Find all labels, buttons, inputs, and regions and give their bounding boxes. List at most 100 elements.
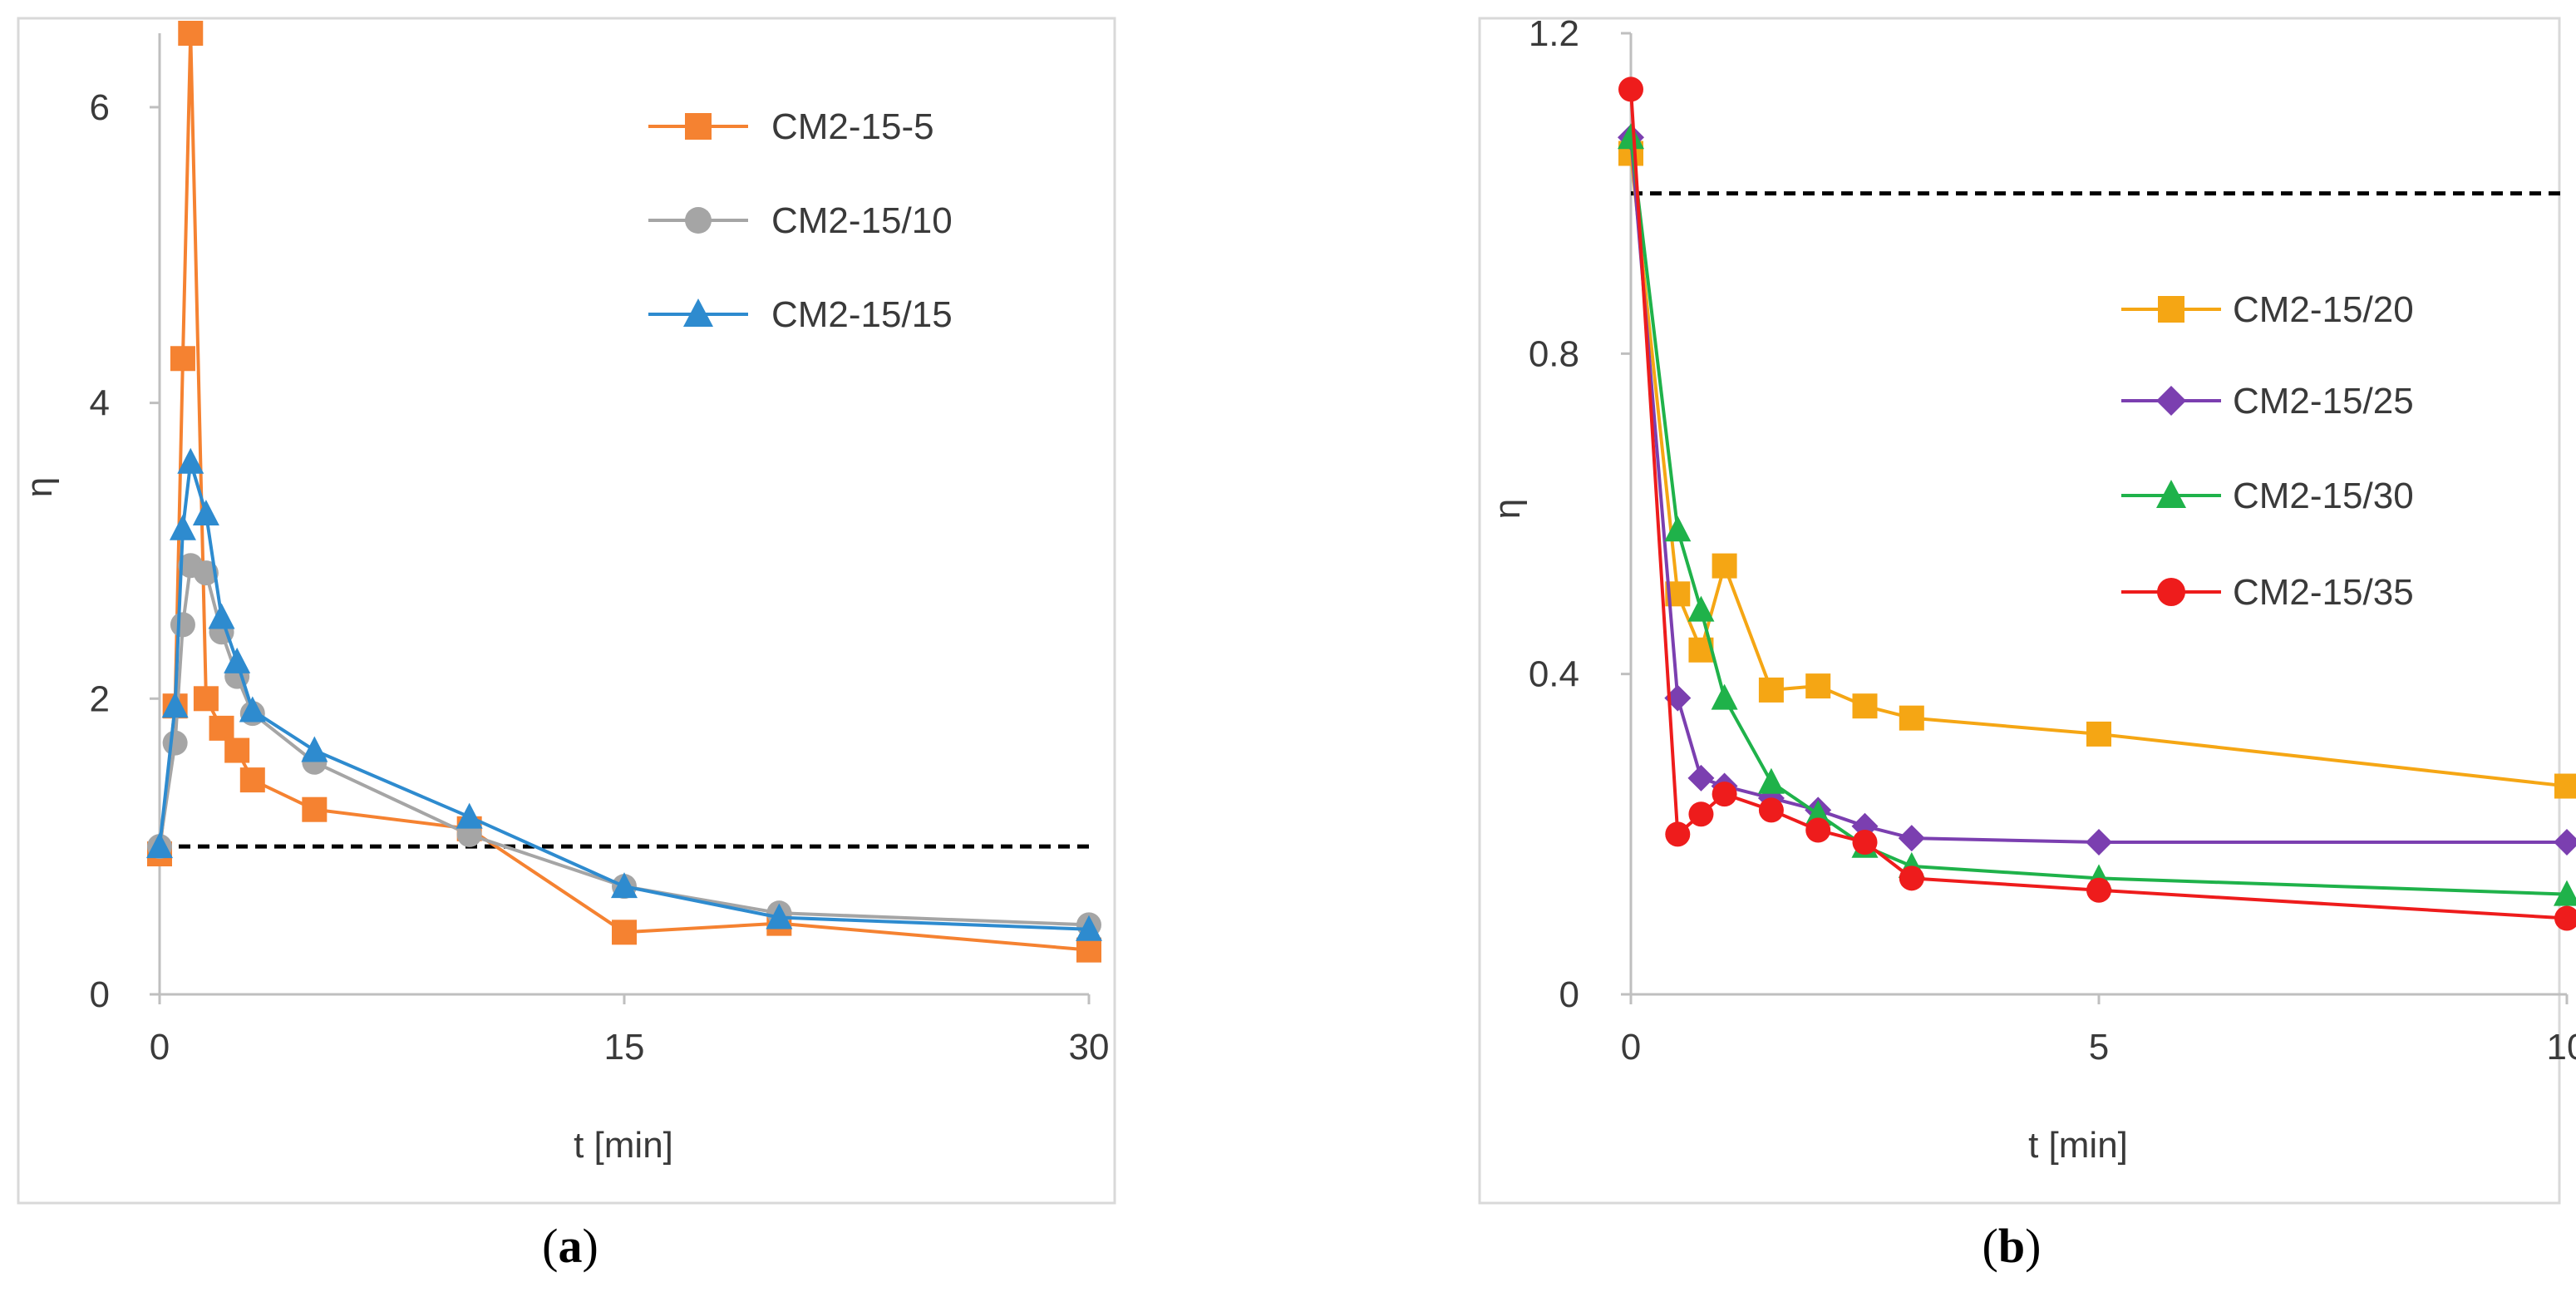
panel-a-series-2-point (193, 560, 219, 586)
panel-a-series-1-point (170, 346, 195, 372)
panel-a-series-3-point (1076, 915, 1102, 941)
legend-a-marker-2 (685, 207, 712, 234)
legend-a-marker-3 (683, 298, 713, 327)
panel-b-series-4-point (1618, 76, 1643, 102)
panel-a-series-1-point (302, 796, 328, 822)
panel-a-series-3-point (456, 802, 483, 829)
panel-a-series-1-point (224, 737, 250, 763)
panel-b-series-4-point (2086, 877, 2111, 903)
legend-b-label-3: CM2-15/30 (2233, 476, 2414, 516)
panel-b-caption-open: ( (1982, 1219, 1998, 1273)
panel-a-x-tick-label: 15 (604, 1027, 645, 1068)
panel-b-series-1-point (1899, 705, 1924, 731)
panel-a-series-3-point (611, 872, 638, 899)
panel-a-series-3-point (239, 696, 266, 722)
panel-b-x-tick-label: 10 (2547, 1027, 2576, 1068)
panel-b-series-4-point (1852, 829, 1878, 855)
legend-a-marker-1 (685, 113, 712, 140)
legend-a-label-2: CM2-15/10 (771, 200, 953, 241)
panel-b-x-tick-label: 0 (1621, 1027, 1641, 1068)
panel-b-series-1-point (2086, 721, 2111, 747)
legend-b-marker-2 (2156, 386, 2186, 416)
panel-b-series-4-point (2554, 905, 2576, 931)
panel-a-legend: CM2-15-5 CM2-15/10 CM2-15/15 (648, 106, 953, 335)
panel-a-series-2-point (162, 730, 188, 756)
panel-a-series-3-point (192, 500, 219, 525)
panel-b-series-4-point (1758, 797, 1784, 823)
panel-b-series-1-point (1805, 673, 1831, 699)
panel-b-series-4 (1618, 76, 2576, 931)
panel-b-series-3-point (1687, 595, 1715, 622)
panel-a-series-1-point (1076, 937, 1101, 963)
panel-b-series-1-point (1712, 553, 1737, 579)
panel-b-series-4-line (1629, 89, 2568, 920)
panel-a-y-tick-label: 4 (90, 383, 110, 424)
panel-a-series-3-point (766, 903, 793, 930)
legend-b-label-2: CM2-15/25 (2233, 381, 2414, 422)
panel-b-series-3-line (1629, 136, 2568, 896)
panel-a-series-3-point (177, 447, 204, 474)
legend-b-marker-3 (2156, 480, 2186, 508)
panel-b-x-axis-title: t [min] (2028, 1125, 2128, 1166)
panel-b-legend: CM2-15/20 CM2-15/25 CM2-15/30 CM2-15/35 (2121, 289, 2414, 613)
panel-b-plot-area: 0 0.4 0.8 1.2 0 5 10 (1529, 13, 2576, 1068)
panel-a-series-3 (146, 447, 1102, 941)
panel-b-border (1478, 17, 2561, 1205)
panel-b-series-2-point (2554, 828, 2576, 856)
panel-b-series-1-point (1852, 693, 1878, 719)
panel-b-series-3-point (2554, 880, 2576, 906)
panel-b-series-3-point (1757, 767, 1785, 794)
panel-b-series-2-point (2086, 828, 2112, 856)
panel-b-series-4-point (1712, 782, 1737, 807)
panel-a-series-1-point (209, 715, 234, 741)
panel-b-y-axis-title: η (1487, 499, 1528, 519)
panel-b-series-1-point (2554, 773, 2576, 799)
panel-a-y-axis-title: η (19, 477, 60, 497)
panel-b-caption-letter: b (1998, 1219, 2025, 1273)
panel-a-border (17, 17, 1116, 1205)
panel-a-caption-letter: a (559, 1219, 583, 1273)
panel-b-series-1-point (1758, 677, 1784, 703)
panel-a-series-3-point (161, 692, 189, 718)
panel-b-y-tick-label: 1.2 (1529, 13, 1579, 54)
panel-a-series-3-point (224, 647, 251, 673)
panel-a-x-tick-label: 30 (1069, 1027, 1110, 1068)
panel-b-series-2-point (1898, 825, 1925, 852)
panel-b-caption-close: ) (2025, 1219, 2041, 1273)
panel-b-series-3-point (1664, 515, 1692, 542)
panel-a-plot-area: 0 2 4 6 0 15 30 (90, 21, 1110, 1068)
panel-b-series-4-point (1665, 821, 1691, 847)
panel-b-x-tick-label: 5 (2089, 1027, 2109, 1068)
panel-b-series-1-line (1629, 153, 2568, 788)
panel-a-series-2-point (170, 612, 195, 638)
panel-a-series-3-point (146, 832, 173, 859)
panel-a-series-1-point (193, 686, 219, 712)
panel-b-series-3-point (1618, 123, 1644, 150)
panel-a-caption-open: ( (542, 1219, 558, 1273)
panel-a-series-1-point (239, 767, 265, 793)
legend-b-label-1: CM2-15/20 (2233, 289, 2414, 330)
panel-b-series-4-point (1899, 865, 1924, 891)
panel-a-series-3-point (169, 514, 196, 540)
panel-a-series-1-point (612, 920, 637, 945)
panel-a-series-3-point (208, 603, 235, 629)
panel-a-y-tick-label: 6 (90, 87, 110, 128)
panel-a-y-tick-label: 2 (90, 678, 110, 719)
panel-a-y-tick-label: 0 (90, 974, 110, 1015)
legend-a-label-1: CM2-15-5 (771, 106, 934, 147)
panel-a-x-tick-label: 0 (150, 1027, 170, 1068)
panel-a-x-axis-title: t [min] (574, 1125, 673, 1166)
panel-a-caption: (a) (542, 1219, 598, 1273)
panel-b-series-3-point (1711, 683, 1738, 710)
panel-b-series-4-point (1688, 801, 1714, 827)
panel-a-caption-close: ) (583, 1219, 598, 1273)
legend-b-marker-1 (2158, 296, 2184, 323)
panel-b-y-tick-label: 0.8 (1529, 333, 1579, 374)
panel-b-series-2-point (1687, 764, 1715, 791)
panel-b-series-2-line (1629, 137, 2567, 844)
panel-b: 0 0.4 0.8 1.2 0 5 10 η t [min] CM2-15/20 CM2-1… (1478, 13, 2576, 1205)
panel-b-y-tick-label: 0 (1559, 974, 1579, 1015)
panel-a-series-3-point (301, 736, 328, 762)
legend-b-label-4: CM2-15/35 (2233, 572, 2414, 613)
